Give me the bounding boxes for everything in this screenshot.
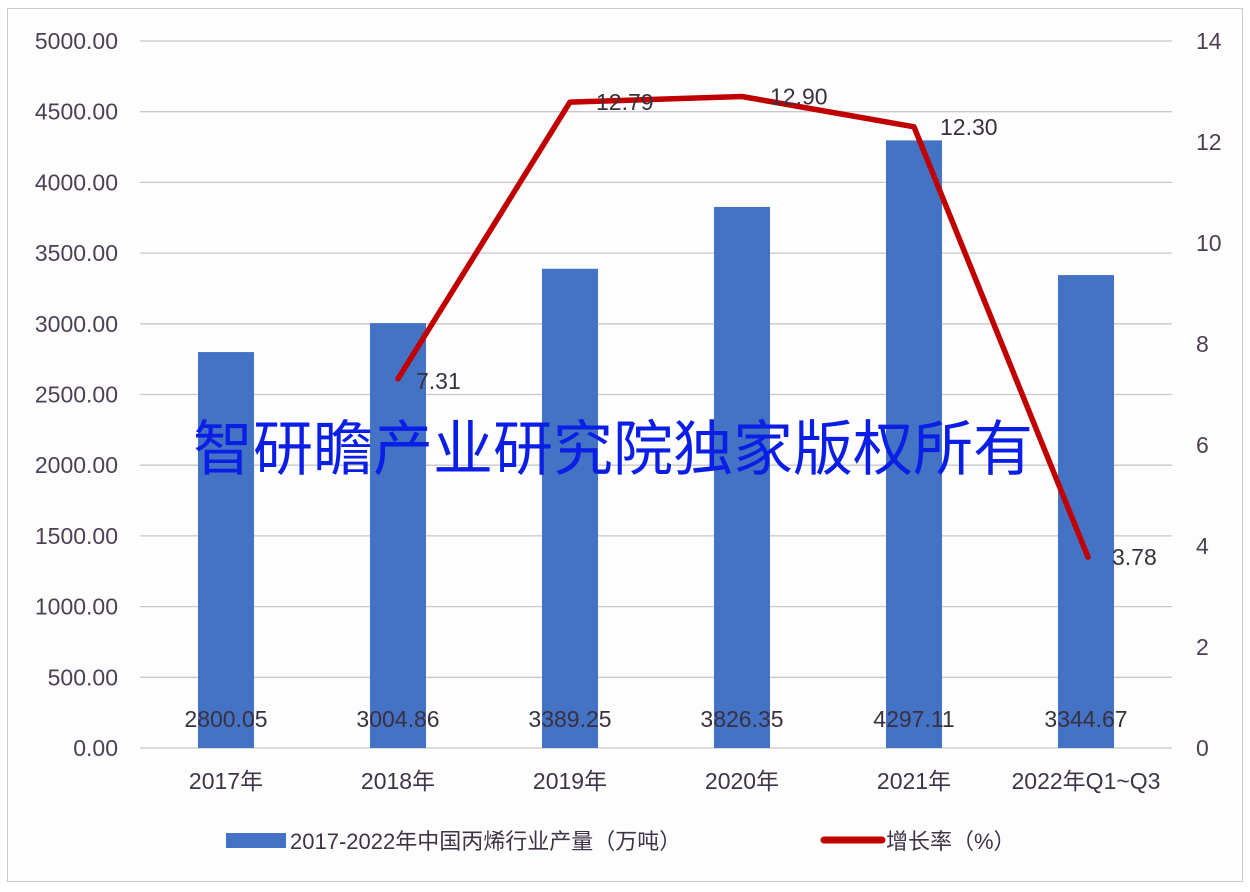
bar-data-label: 3389.25: [528, 706, 611, 732]
line-data-label: 12.90: [770, 84, 828, 110]
right-axis-tick: 10: [1196, 230, 1222, 256]
legend-bar-label: 2017-2022年中国丙烯行业产量（万吨）: [290, 829, 681, 854]
category-label: 2020年: [705, 768, 779, 794]
bar-series: [198, 140, 1114, 749]
bar: [370, 323, 426, 748]
left-axis-tick: 2000.00: [35, 452, 118, 478]
left-axis-tick: 500.00: [48, 664, 118, 690]
bar-data-labels: 2800.05 3004.86 3389.25 3826.35 4297.11 3344.…: [184, 706, 1127, 732]
category-axis: 2017年 2018年 2019年 2020年 2021年 2022年Q1~Q3: [189, 768, 1161, 794]
watermark: 智研瞻产业研究院独家版权所有: [193, 415, 1033, 485]
right-axis-tick: 2: [1196, 634, 1209, 660]
left-axis-tick: 5000.00: [35, 28, 118, 54]
left-axis-tick: 3000.00: [35, 311, 118, 337]
category-label: 2022年Q1~Q3: [1012, 768, 1161, 794]
right-axis-tick: 0: [1196, 735, 1209, 761]
bar-data-label: 3826.35: [700, 706, 783, 732]
left-axis: 0.00 500.00 1000.00 1500.00 2000.00 2500.00 30…: [35, 28, 118, 761]
bar: [198, 352, 254, 748]
left-axis-tick: 1000.00: [35, 594, 118, 620]
category-label: 2018年: [361, 768, 435, 794]
right-axis-tick: 12: [1196, 129, 1222, 155]
line-data-label: 12.30: [940, 114, 998, 140]
bar: [714, 206, 770, 749]
right-axis-tick: 6: [1196, 432, 1209, 458]
legend: 2017-2022年中国丙烯行业产量（万吨） 增长率（%）: [226, 829, 1016, 854]
left-axis-tick: 3500.00: [35, 240, 118, 266]
watermark-text: 智研瞻产业研究院独家版权所有: [193, 415, 1033, 485]
left-axis-tick: 2500.00: [35, 382, 118, 408]
left-axis-tick: 4500.00: [35, 99, 118, 125]
bar: [1058, 275, 1114, 748]
line-data-label: 3.78: [1112, 544, 1157, 570]
right-axis: 0 2 4 6 8 10 12 14: [1196, 28, 1222, 761]
left-axis-tick: 0.00: [73, 735, 118, 761]
left-axis-tick: 4000.00: [35, 169, 118, 195]
right-axis-tick: 8: [1196, 331, 1209, 357]
bar: [542, 268, 598, 748]
gridlines: [140, 40, 1172, 749]
bar-data-label: 3344.67: [1044, 706, 1127, 732]
category-label: 2021年: [877, 768, 951, 794]
legend-line-label: 增长率（%）: [886, 829, 1016, 854]
category-label: 2019年: [533, 768, 607, 794]
growth-rate-line: [395, 93, 1091, 560]
bar-data-label: 4297.11: [873, 706, 954, 732]
right-axis-tick: 4: [1196, 533, 1209, 559]
bar-data-label: 3004.86: [356, 706, 439, 732]
right-axis-tick: 14: [1196, 28, 1222, 54]
bar-data-label: 2800.05: [184, 706, 267, 732]
left-axis-tick: 1500.00: [35, 523, 118, 549]
line-data-label: 12.79: [596, 89, 654, 115]
line-data-label: 7.31: [416, 368, 461, 394]
category-label: 2017年: [189, 768, 263, 794]
line-data-labels: 7.31 12.79 12.90 12.30 3.78: [416, 84, 1157, 571]
legend-bar-swatch: [226, 833, 286, 848]
bar: [886, 140, 942, 748]
growth-rate-path: [395, 93, 1091, 560]
